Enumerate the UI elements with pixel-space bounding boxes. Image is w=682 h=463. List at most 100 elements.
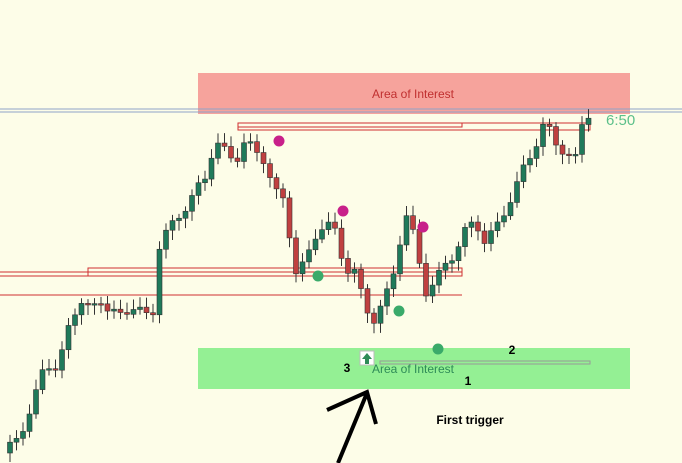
candle-body xyxy=(52,368,59,371)
bottom-zone xyxy=(198,348,630,389)
level-box xyxy=(379,360,591,365)
signal-dot xyxy=(273,135,285,147)
candle-body xyxy=(273,177,280,190)
candle-body xyxy=(384,288,390,307)
level-box xyxy=(87,267,463,277)
candle-body xyxy=(286,197,293,239)
candle-body xyxy=(390,273,397,290)
candle-body xyxy=(358,268,364,289)
candle-body xyxy=(488,230,494,244)
candle-body xyxy=(78,303,85,316)
candle-body xyxy=(345,258,351,274)
candle-body xyxy=(202,178,208,184)
candle-body xyxy=(364,288,371,314)
candle-body xyxy=(501,215,507,223)
candle-body xyxy=(442,262,449,271)
candle-body xyxy=(163,229,169,250)
candle-body xyxy=(553,126,559,146)
zone-label: Area of Interest xyxy=(372,87,455,101)
candle-body xyxy=(507,202,514,217)
candle-body xyxy=(176,217,182,221)
signal-dot xyxy=(312,270,324,282)
candle-body xyxy=(306,249,312,263)
candle-body xyxy=(156,248,163,316)
candle-body xyxy=(325,221,332,230)
candle-body xyxy=(104,303,111,312)
signal-dot xyxy=(337,205,349,217)
candle-body xyxy=(332,221,338,229)
count-label: 2 xyxy=(509,343,516,357)
candle-body xyxy=(423,263,429,297)
candle-body xyxy=(189,195,195,212)
level-box xyxy=(237,122,591,131)
candle-body xyxy=(397,244,403,275)
candle-body xyxy=(572,154,579,157)
candle-body xyxy=(312,238,319,251)
timer: 6:50 xyxy=(606,112,635,129)
candle-body xyxy=(559,144,566,155)
candle-body xyxy=(520,164,527,182)
candle-body xyxy=(481,230,488,244)
candle-body xyxy=(91,303,98,306)
candle-body xyxy=(221,142,228,147)
candle-body xyxy=(455,246,462,262)
candle-body xyxy=(20,431,26,439)
candle-body xyxy=(65,325,72,351)
candle-body xyxy=(254,141,260,153)
candle-body xyxy=(234,157,241,162)
candle-body xyxy=(579,124,585,155)
signal-dot xyxy=(417,221,429,233)
candle-body xyxy=(449,260,455,264)
candle-body xyxy=(546,123,553,127)
candle-body xyxy=(475,221,481,232)
candle-body xyxy=(46,368,52,371)
candle-body xyxy=(241,142,247,162)
candle-body xyxy=(410,215,416,230)
signal-dot xyxy=(393,305,405,317)
candle-body xyxy=(436,269,442,286)
candle-body xyxy=(338,227,345,259)
candle-body xyxy=(195,182,202,196)
candle-body xyxy=(72,314,78,326)
pointer-arrow xyxy=(326,389,378,463)
candle-body xyxy=(527,158,533,166)
candles xyxy=(7,109,592,463)
candle-body xyxy=(566,153,572,156)
candle-body xyxy=(540,123,546,147)
candle-body xyxy=(7,441,13,454)
candle-body xyxy=(494,221,501,231)
signal-dot xyxy=(432,343,444,355)
candle-body xyxy=(117,308,124,313)
candle-body xyxy=(416,229,423,264)
count-label: 1 xyxy=(465,374,472,388)
candle-body xyxy=(98,303,104,306)
candle-body xyxy=(462,227,468,247)
candle-body xyxy=(182,210,189,219)
candle-body xyxy=(293,237,299,275)
candle-body xyxy=(59,349,65,371)
candle-body xyxy=(429,284,436,297)
candle-body xyxy=(124,312,130,315)
candle-body xyxy=(215,142,221,159)
candle-body xyxy=(280,188,286,199)
candle-body xyxy=(371,312,377,324)
trigger-label: First trigger xyxy=(436,413,504,427)
candle-body xyxy=(377,305,384,324)
candle-body xyxy=(260,152,267,164)
count-label: 3 xyxy=(344,361,351,375)
candle-body xyxy=(137,306,143,310)
candle-body xyxy=(403,215,410,246)
candle-body xyxy=(130,309,137,315)
candle-body xyxy=(33,389,39,415)
candle-body xyxy=(247,141,254,144)
candle-body xyxy=(111,308,117,312)
candle-body xyxy=(26,413,33,432)
zone-label: Area of Interest xyxy=(372,362,455,376)
up-arrow xyxy=(362,353,372,364)
candle-body xyxy=(299,261,306,275)
candle-body xyxy=(468,221,475,228)
candle-body xyxy=(533,146,540,159)
top-zone xyxy=(198,73,630,114)
candle-body xyxy=(514,181,520,203)
candle-body xyxy=(39,369,46,390)
